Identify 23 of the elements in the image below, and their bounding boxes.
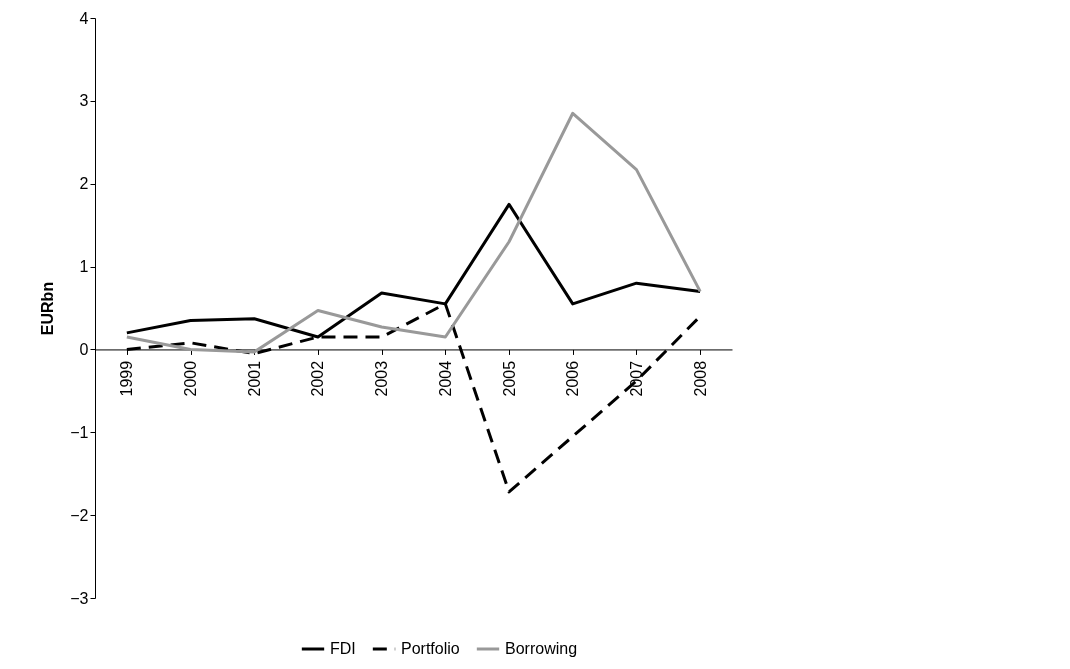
- x-tick-label: 2007: [627, 360, 645, 397]
- x-tick-label: 2005: [500, 360, 518, 397]
- legend-label: Portfolio: [401, 640, 460, 657]
- y-tick-label: 4: [79, 9, 89, 27]
- y-tick-label: 2: [79, 175, 89, 193]
- y-tick-label: 0: [79, 340, 89, 358]
- x-tick-label: 2001: [245, 360, 263, 397]
- x-tick-label: 2002: [309, 360, 327, 397]
- x-tick-label: 2006: [564, 360, 582, 397]
- y-tick-label: 1: [79, 258, 89, 276]
- legend-label: Borrowing: [505, 640, 578, 657]
- line-series: [125, 111, 702, 354]
- y-tick-label: −2: [70, 506, 89, 524]
- x-tick-label: 2000: [182, 360, 200, 397]
- y-tick-label: −1: [70, 423, 89, 441]
- x-tick-label: 2003: [373, 360, 391, 397]
- x-tick-label: 2004: [436, 360, 454, 397]
- y-axis-title: EURbn: [39, 281, 57, 336]
- legend-label: FDI: [330, 640, 356, 657]
- x-tick-label: 1999: [118, 360, 136, 397]
- y-tick-label: −3: [70, 589, 89, 607]
- y-tick-label: 3: [79, 92, 89, 110]
- x-tick-label: 2008: [691, 360, 709, 397]
